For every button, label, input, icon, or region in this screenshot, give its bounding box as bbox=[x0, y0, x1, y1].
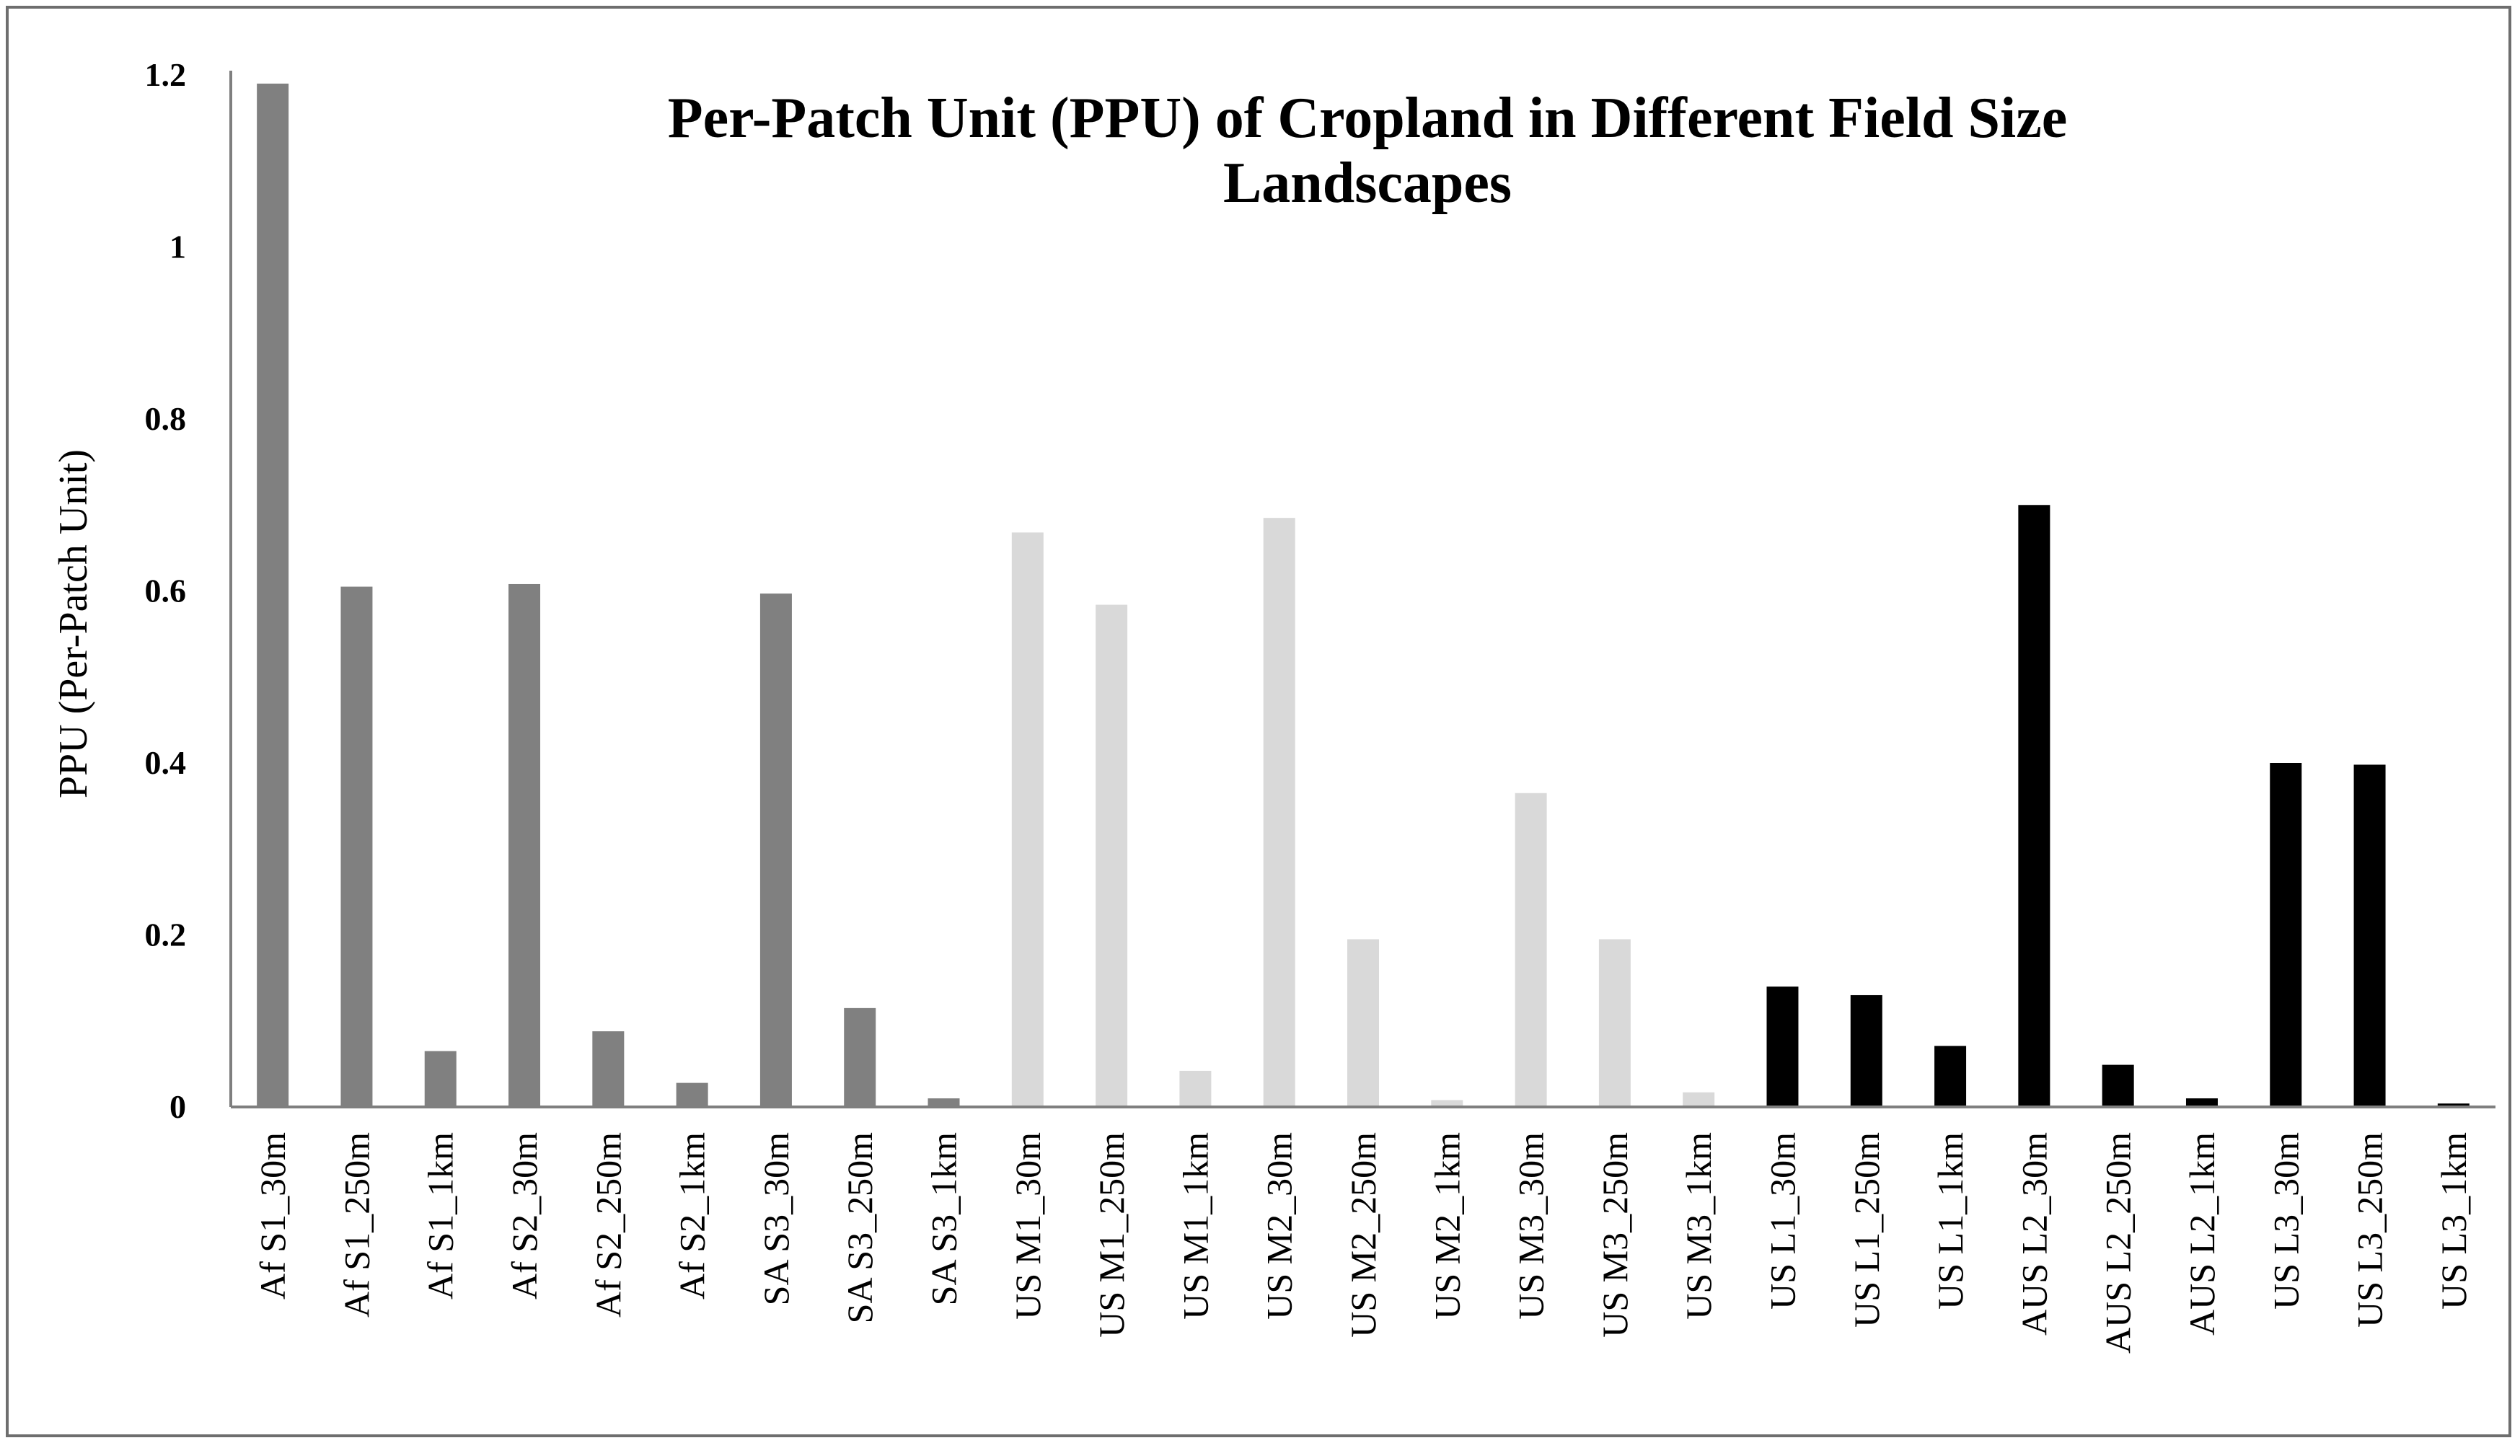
x-tick-label: US M2_30m bbox=[1259, 1132, 1300, 1320]
bar bbox=[1850, 994, 1882, 1107]
bar bbox=[1096, 604, 1128, 1107]
bar bbox=[592, 1031, 625, 1107]
bar bbox=[1263, 518, 1295, 1107]
y-tick-label: 0.4 bbox=[145, 744, 187, 781]
bar bbox=[424, 1051, 457, 1107]
bar bbox=[1515, 793, 1547, 1107]
x-tick-label: US L1_250m bbox=[1846, 1132, 1887, 1328]
bar bbox=[340, 586, 373, 1107]
x-tick-label: US M2_250m bbox=[1343, 1132, 1383, 1338]
x-tick-label: SA S3_1km bbox=[924, 1132, 964, 1305]
chart-title-line-2: Landscapes bbox=[1223, 151, 1512, 215]
x-tick-label: US M1_1km bbox=[1175, 1132, 1215, 1320]
bar bbox=[2270, 763, 2302, 1107]
x-tick-label: US L1_30m bbox=[1762, 1132, 1802, 1310]
x-tick-label: SA S3_30m bbox=[756, 1132, 796, 1305]
x-tick-label: US M2_1km bbox=[1427, 1132, 1467, 1320]
x-tick-label: Af S2_250m bbox=[588, 1132, 628, 1318]
x-tick-label: US M3_250m bbox=[1595, 1132, 1635, 1338]
bar bbox=[1766, 987, 1799, 1107]
x-tick-label: US M3_1km bbox=[1678, 1132, 1719, 1320]
x-tick-label: US L3_250m bbox=[2350, 1132, 2390, 1328]
chart-frame bbox=[6, 6, 2511, 1437]
bar bbox=[928, 1098, 960, 1107]
bar bbox=[1598, 939, 1631, 1107]
x-axis-ticks: Af S1_30m Af S1_250m Af S1_1km Af S2_30m Af … bbox=[252, 1132, 2474, 1354]
x-tick-label: Af S1_250m bbox=[336, 1132, 376, 1318]
x-tick-label: Af S2_30m bbox=[504, 1132, 545, 1300]
y-axis-ticks: 0 0.2 0.4 0.6 0.8 1 1.2 bbox=[145, 56, 187, 1125]
bar bbox=[1011, 532, 1044, 1107]
x-tick-label: AUS L2_30m bbox=[2014, 1132, 2054, 1336]
x-tick-label: US M1_250m bbox=[1091, 1132, 1132, 1338]
bar bbox=[759, 594, 792, 1107]
bar bbox=[508, 583, 541, 1107]
y-tick-label: 1 bbox=[169, 229, 186, 265]
y-tick-label: 0.8 bbox=[145, 400, 187, 437]
bar bbox=[1431, 1100, 1463, 1107]
bar bbox=[2018, 505, 2050, 1107]
x-tick-label: Af S2_1km bbox=[672, 1132, 713, 1300]
bars bbox=[257, 83, 2470, 1107]
chart-title-line-1: Per-Patch Unit (PPU) of Cropland in Diff… bbox=[668, 87, 2067, 150]
x-tick-label: US L1_1km bbox=[1930, 1132, 1970, 1310]
y-tick-label: 0.6 bbox=[145, 573, 187, 609]
x-tick-label: Af S1_1km bbox=[420, 1132, 461, 1300]
x-tick-label: AUS L2_1km bbox=[2182, 1132, 2222, 1336]
y-tick-label: 0.2 bbox=[145, 917, 187, 953]
x-tick-label: US L3_1km bbox=[2433, 1132, 2474, 1310]
bar bbox=[2437, 1103, 2470, 1107]
bar bbox=[1934, 1046, 1967, 1107]
x-tick-label: US M1_30m bbox=[1008, 1132, 1048, 1320]
bar bbox=[1683, 1092, 1715, 1107]
bar bbox=[2353, 764, 2386, 1107]
x-tick-label: US M3_30m bbox=[1511, 1132, 1551, 1320]
bar bbox=[1347, 939, 1379, 1107]
y-tick-label: 0 bbox=[169, 1088, 186, 1125]
bar bbox=[257, 83, 289, 1107]
x-tick-label: US L3_30m bbox=[2265, 1132, 2306, 1310]
bar bbox=[676, 1082, 708, 1107]
x-tick-label: Af S1_30m bbox=[252, 1132, 293, 1300]
y-tick-label: 1.2 bbox=[145, 56, 187, 93]
x-tick-label: AUS L2_250m bbox=[2098, 1132, 2138, 1354]
bar bbox=[2102, 1064, 2134, 1107]
bar bbox=[2185, 1098, 2218, 1107]
y-axis-label: PPU (Per-Patch Unit) bbox=[51, 449, 96, 798]
bar bbox=[1179, 1070, 1212, 1107]
bar bbox=[844, 1007, 876, 1107]
x-tick-label: SA S3_250m bbox=[840, 1132, 880, 1323]
